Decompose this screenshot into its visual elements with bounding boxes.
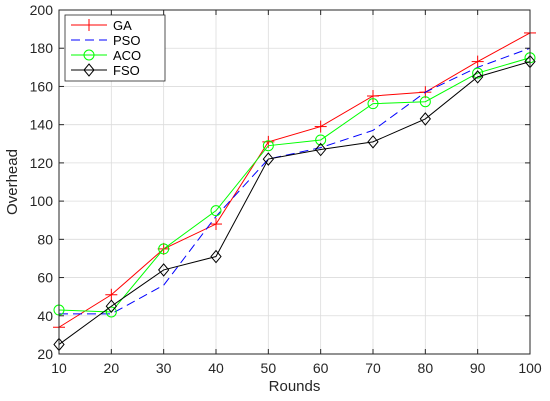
data-point-aco bbox=[419, 96, 431, 108]
data-point-aco bbox=[315, 134, 327, 146]
y-tick-label: 60 bbox=[37, 270, 53, 286]
x-tick-label: 30 bbox=[156, 360, 172, 376]
legend-label-aco: ACO bbox=[113, 48, 141, 63]
data-point-fso bbox=[210, 249, 222, 264]
series-pso bbox=[59, 47, 531, 315]
x-tick-label: 60 bbox=[313, 360, 329, 376]
legend-label-pso: PSO bbox=[113, 33, 140, 48]
x-tick-label: 50 bbox=[261, 360, 277, 376]
data-point-aco bbox=[105, 306, 117, 318]
data-point-ga bbox=[471, 55, 484, 68]
y-tick-label: 140 bbox=[30, 117, 54, 133]
y-tick-label: 80 bbox=[37, 231, 53, 247]
data-point-fso bbox=[472, 70, 484, 84]
x-tick-label: 40 bbox=[208, 360, 224, 376]
y-tick-label: 180 bbox=[30, 40, 54, 56]
series-line-aco bbox=[58, 57, 531, 313]
series-line-fso bbox=[58, 61, 531, 345]
data-point-fso bbox=[262, 152, 274, 166]
data-point-ga bbox=[105, 288, 118, 301]
x-tick-label: 100 bbox=[518, 360, 542, 376]
data-point-aco bbox=[158, 243, 170, 255]
x-tick-label: 20 bbox=[104, 360, 120, 376]
data-point-fso bbox=[367, 135, 379, 149]
y-tick-label: 200 bbox=[30, 2, 54, 18]
axis-ticks: 10 20 30 40 50 60 70 80 90 1002040608010012014016… bbox=[30, 2, 542, 376]
data-point-fso bbox=[158, 263, 170, 277]
y-axis-label: Overhead bbox=[4, 149, 21, 215]
legend-label-ga: GA bbox=[113, 18, 132, 33]
data-point-ga bbox=[367, 90, 379, 102]
data-point-fso bbox=[315, 142, 327, 157]
series-aco bbox=[53, 52, 536, 318]
y-tick-label: 100 bbox=[30, 193, 54, 209]
series-layer bbox=[53, 26, 536, 352]
x-tick-label: 80 bbox=[418, 360, 434, 376]
series-line-ga bbox=[58, 32, 531, 328]
legend-item-aco: ACO bbox=[71, 48, 141, 63]
legend-item-fso: FSO bbox=[71, 63, 140, 78]
data-point-ga bbox=[210, 218, 222, 231]
legend-marker-aco bbox=[83, 49, 95, 61]
data-point-aco bbox=[210, 205, 222, 217]
legend-marker-ga bbox=[83, 19, 95, 31]
legend-item-pso: PSO bbox=[71, 33, 140, 48]
x-tick-label: 90 bbox=[470, 360, 486, 376]
data-point-ga bbox=[314, 120, 327, 133]
y-tick-label: 20 bbox=[37, 346, 53, 362]
legend-label-fso: FSO bbox=[113, 63, 140, 78]
data-point-fso bbox=[419, 112, 431, 126]
legend-item-ga: GA bbox=[71, 18, 132, 33]
legend-marker-fso bbox=[83, 63, 95, 77]
data-point-aco bbox=[472, 67, 484, 79]
series-line-pso bbox=[59, 47, 531, 315]
x-tick-label: 70 bbox=[365, 360, 381, 376]
plot-frame bbox=[58, 9, 531, 355]
data-point-aco bbox=[262, 140, 274, 152]
x-tick-label: 10 bbox=[51, 360, 67, 376]
x-axis-label: Rounds bbox=[269, 378, 321, 395]
series-fso bbox=[53, 54, 536, 352]
y-tick-label: 120 bbox=[30, 155, 54, 171]
y-tick-label: 160 bbox=[30, 78, 54, 94]
data-point-fso bbox=[105, 299, 117, 314]
y-tick-label: 40 bbox=[37, 308, 53, 324]
data-point-aco bbox=[367, 98, 379, 110]
